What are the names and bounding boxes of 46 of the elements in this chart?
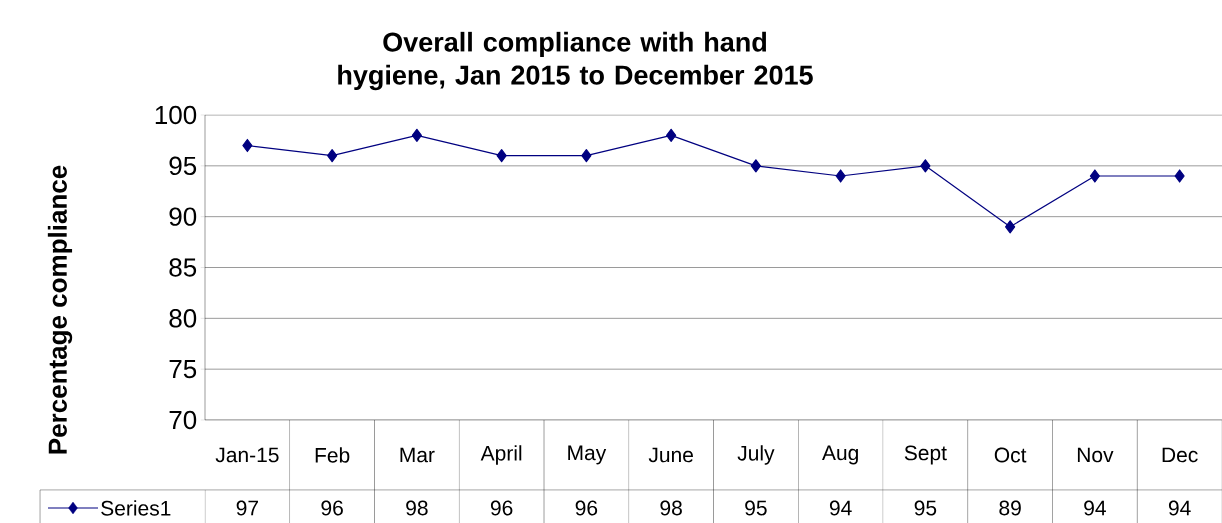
- x-tick-label: May: [568, 445, 607, 465]
- point: [1174, 169, 1185, 183]
- point: [666, 128, 677, 142]
- data-label: 96: [490, 500, 513, 516]
- chart-title: Overall compliance with hand hygiene, Jan 2015 to December 2015: [338, 31, 813, 91]
- point: [750, 159, 761, 173]
- data-label: 96: [575, 500, 598, 516]
- data-label: 94: [1168, 500, 1191, 516]
- point: [1089, 169, 1100, 183]
- y-tick-label: 85: [169, 258, 197, 277]
- point: [581, 149, 592, 163]
- y-axis-title: Percentage compliance: [47, 165, 73, 454]
- data-label: 96: [321, 500, 343, 516]
- x-tick-label: Aug: [822, 445, 858, 465]
- data-label: 95: [914, 500, 937, 516]
- x-tick-label: Feb: [315, 447, 350, 463]
- y-tick-label: 70: [169, 410, 197, 430]
- y-tick-label: 75: [169, 360, 197, 379]
- x-tick-label: Sept: [904, 445, 947, 465]
- y-tick-label: 95: [169, 156, 197, 176]
- point: [1005, 220, 1016, 234]
- y-tick-label: 90: [169, 207, 197, 226]
- x-tick-label: Oct: [994, 447, 1027, 463]
- point: [242, 138, 253, 153]
- y-tick-label: 80: [169, 309, 197, 328]
- point: [835, 169, 846, 183]
- x-tick-label: July: [737, 445, 775, 465]
- x-tick-label: April: [480, 445, 522, 465]
- point: [327, 149, 338, 163]
- point: [920, 159, 931, 173]
- data-label: 98: [660, 500, 682, 516]
- x-tick-label: Dec: [1162, 447, 1198, 463]
- x-tick-label: Jan-15: [215, 447, 279, 463]
- data-label: 89: [999, 500, 1021, 516]
- point: [496, 149, 507, 163]
- data-label: 97: [236, 500, 258, 516]
- data-label: 98: [406, 500, 428, 516]
- data-label: 94: [1084, 500, 1106, 516]
- data-label: 95: [745, 500, 767, 516]
- point: [411, 128, 422, 142]
- y-tick-label: 100: [155, 105, 197, 125]
- x-tick-label: Nov: [1077, 447, 1114, 463]
- x-tick-label: Mar: [400, 447, 435, 463]
- data-label: 94: [829, 500, 852, 516]
- x-tick-label: June: [648, 447, 693, 463]
- legend-label: Series1: [101, 500, 171, 516]
